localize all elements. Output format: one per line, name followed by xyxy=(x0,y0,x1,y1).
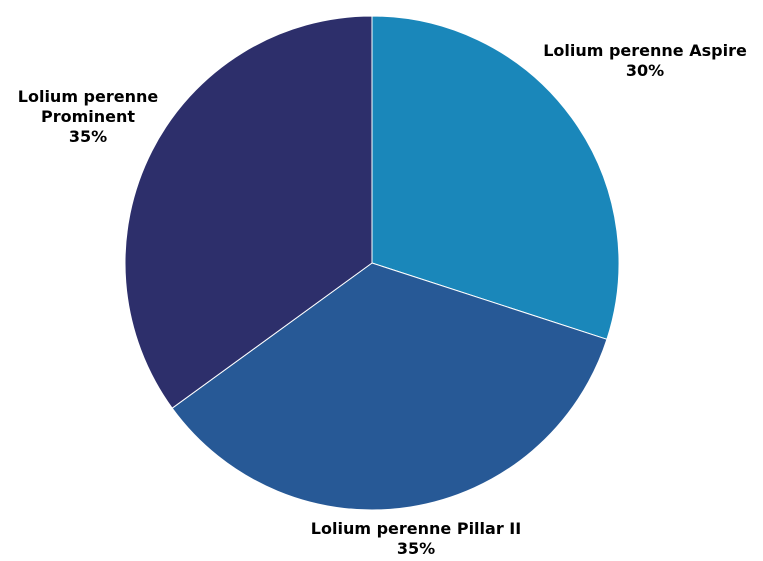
slice-label-pillar-value: 35% xyxy=(396,539,436,558)
pie-slice-pillar xyxy=(171,262,608,511)
pie-slice-aspire xyxy=(371,15,620,340)
slice-label-aspire-name: Lolium perenne Aspire xyxy=(543,41,747,60)
slice-label-aspire: Lolium perenne Aspire 30% xyxy=(525,41,763,81)
pie-slices xyxy=(124,15,620,511)
slice-label-aspire-value: 30% xyxy=(625,61,665,80)
slice-label-prominent-name-line2: Prominent xyxy=(40,107,136,126)
slice-label-prominent-value: 35% xyxy=(68,127,108,146)
pie-slice-prominent xyxy=(124,15,373,409)
slice-label-pillar-name: Lolium perenne Pillar II xyxy=(310,519,522,538)
slice-label-prominent: Lolium perenne Prominent 35% xyxy=(0,87,188,147)
slice-label-prominent-name-line1: Lolium perenne xyxy=(17,87,159,106)
slice-label-pillar: Lolium perenne Pillar II 35% xyxy=(276,519,556,559)
